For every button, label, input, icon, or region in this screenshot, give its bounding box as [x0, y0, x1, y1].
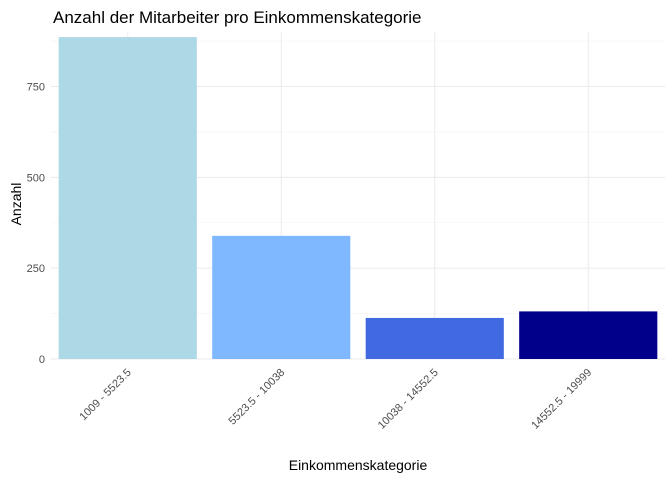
x-tick-label: 10038 - 14552.5: [376, 367, 441, 432]
y-axis-title: Anzahl: [8, 183, 24, 226]
x-axis-ticks: 1009 - 5523.5 5523.5 - 10038 10038 - 14552…: [77, 367, 594, 432]
chart-title: Anzahl der Mitarbeiter pro Einkommenskat…: [53, 8, 422, 27]
bar: [519, 311, 657, 359]
bar: [59, 37, 197, 359]
y-tick-label: 250: [27, 263, 45, 275]
y-tick-label: 500: [27, 172, 45, 184]
bars: [59, 37, 658, 359]
x-tick-label: 1009 - 5523.5: [77, 367, 133, 423]
x-tick-label: 14552.5 - 19999: [529, 367, 594, 432]
bar: [366, 318, 504, 359]
x-tick-label: 5523.5 - 10038: [227, 367, 288, 428]
y-axis-ticks: 0 250 500 750: [27, 82, 45, 367]
y-tick-label: 0: [39, 354, 45, 366]
y-tick-label: 750: [27, 82, 45, 94]
x-axis-title: Einkommenskategorie: [289, 457, 428, 473]
bar: [212, 236, 350, 359]
